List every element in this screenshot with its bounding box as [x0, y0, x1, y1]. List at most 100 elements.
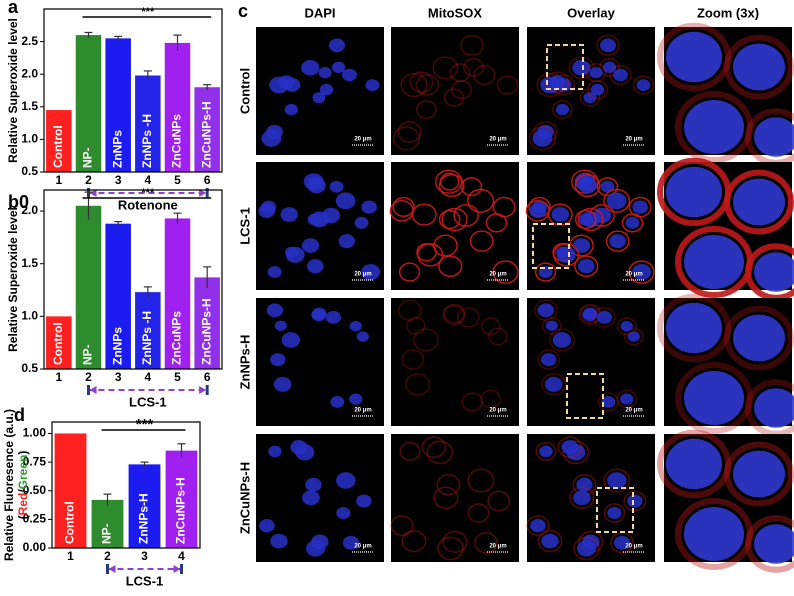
mito-signal — [593, 307, 616, 328]
row-label: Control — [237, 68, 252, 114]
bar-label: ZnNPs — [110, 130, 124, 168]
label-part: ( — [16, 515, 30, 519]
mito-signal — [609, 64, 632, 86]
nucleus — [606, 192, 627, 210]
nucleus — [636, 79, 651, 92]
nucleus — [258, 203, 276, 218]
mito-signal — [392, 196, 415, 218]
label-part: ) — [16, 451, 30, 455]
mito-signal — [492, 196, 516, 218]
nucleus — [754, 524, 794, 564]
nucleus — [754, 252, 794, 292]
nucleus — [596, 310, 613, 324]
scale-bar-label: 20 μm — [625, 544, 642, 550]
mito-signal — [460, 177, 483, 197]
nucleus — [354, 216, 369, 229]
micrograph: 20 μm — [526, 434, 655, 562]
bar-label: NP- — [81, 344, 95, 365]
bar — [135, 292, 161, 369]
mito-signal — [628, 260, 655, 284]
y-axis-label: Relative Fluoresence (a.u.) — [2, 409, 16, 561]
micrograph: 20 μm — [256, 27, 384, 155]
bar — [164, 218, 191, 369]
bar — [75, 35, 102, 172]
nucleus — [572, 59, 591, 76]
mito-signal — [467, 468, 495, 493]
nucleus — [733, 43, 785, 91]
mito-signal — [569, 486, 595, 509]
error-bar — [84, 31, 93, 38]
y-tick-label: 2.0 — [21, 66, 38, 80]
mito-signal — [596, 34, 620, 56]
micrograph — [657, 429, 794, 573]
bar — [91, 499, 124, 548]
nucleus — [561, 440, 579, 455]
x-tick-label: 5 — [174, 370, 181, 384]
mito-signal — [442, 304, 465, 325]
mito-signal — [421, 436, 446, 459]
x-tick-label: 2 — [104, 549, 111, 563]
nucleus — [305, 477, 322, 492]
zoom-box — [566, 373, 604, 419]
nucleus — [578, 213, 593, 226]
nucleus — [538, 266, 553, 278]
nucleus — [733, 314, 785, 362]
nucleus — [541, 353, 557, 367]
nucleus — [278, 75, 295, 90]
mito-signal — [487, 490, 511, 512]
mito-signal — [401, 529, 427, 553]
mito-signal — [603, 468, 631, 493]
y-axis-label: Relative Superoxide level — [6, 18, 20, 163]
nucleus — [607, 507, 622, 520]
mito-signal — [417, 243, 444, 267]
nucleus — [281, 332, 301, 348]
nucleus — [284, 103, 299, 116]
nucleus — [573, 490, 591, 506]
scale-bar-label: 20 μm — [489, 408, 506, 414]
nucleus — [301, 59, 320, 76]
mito-signal — [453, 203, 479, 227]
mito-signal — [442, 530, 468, 554]
y-tick-label: 0.75 — [23, 454, 47, 468]
zoom-box — [532, 223, 570, 269]
column-header: DAPI — [304, 5, 335, 20]
nucleus — [666, 31, 722, 83]
mito-signal — [603, 188, 631, 213]
mito-signal — [433, 234, 458, 257]
nucleus — [551, 207, 569, 222]
nucleus — [632, 264, 652, 281]
mito-signal — [675, 498, 753, 570]
mito-signal — [474, 532, 498, 554]
mito-signal — [449, 63, 471, 83]
micrograph: 20 μm — [256, 434, 384, 562]
x-tick-label: 1 — [67, 549, 74, 563]
nucleus — [555, 103, 570, 116]
micrograph — [657, 293, 794, 437]
nucleus — [600, 38, 616, 53]
bar-label: ZnNPs -H — [140, 311, 154, 365]
y-tick-label: 0.5 — [21, 361, 38, 375]
nucleus — [684, 235, 744, 289]
mito-signal — [573, 536, 600, 561]
zoom-box — [596, 487, 634, 533]
bar-label: ZnNPs — [110, 327, 124, 365]
error-bar — [143, 286, 152, 298]
nucleus — [356, 494, 372, 508]
nucleus — [307, 213, 322, 226]
y-tick-label: 0.5 — [21, 164, 38, 178]
nucleus — [267, 266, 282, 278]
nucleus — [330, 396, 345, 408]
row-label: LCS-1 — [237, 207, 252, 245]
nucleus — [754, 117, 794, 157]
nucleus — [589, 67, 603, 79]
micrograph: 20 μm — [389, 162, 519, 290]
mito-signal — [628, 196, 652, 218]
nucleus — [336, 507, 351, 520]
y-tick-label: 1.00 — [23, 426, 47, 440]
group-label: LCS-1 — [129, 394, 167, 409]
bar-label: ZnCuNPs — [170, 311, 184, 365]
nucleus — [684, 507, 744, 561]
scale-bar-label: 20 μm — [354, 544, 371, 550]
nucleus — [261, 130, 282, 147]
nucleus — [361, 264, 381, 281]
